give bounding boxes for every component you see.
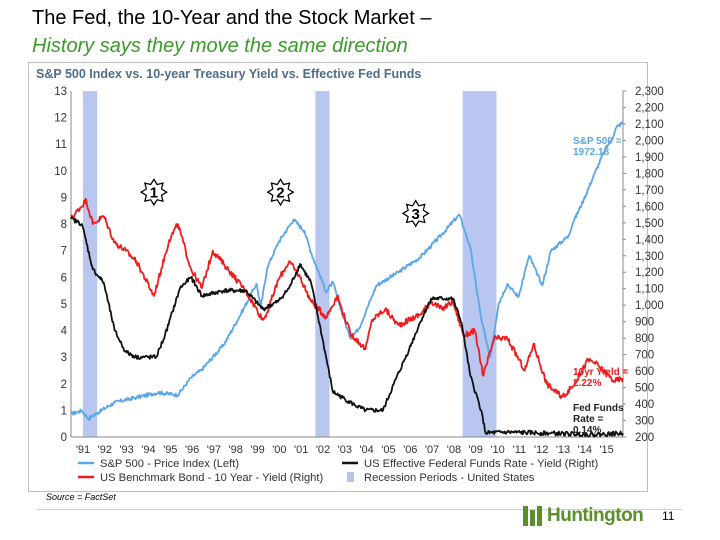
left-axis-tick: 4 <box>61 326 68 338</box>
x-axis-tick: '00 <box>272 444 286 456</box>
left-axis-tick: 9 <box>61 192 67 204</box>
logo-text: Huntington <box>547 505 644 526</box>
recession-band <box>462 91 497 437</box>
right-axis-tick: 1,500 <box>635 218 664 230</box>
x-axis-tick: '04 <box>359 444 373 456</box>
x-axis-tick: '01 <box>294 444 308 456</box>
right-axis-tick: 500 <box>635 383 654 395</box>
left-axis-tick: 6 <box>61 272 67 284</box>
x-axis-tick: '94 <box>141 444 155 456</box>
event-marker-3-label: 3 <box>412 206 420 223</box>
legend-label: S&P 500 - Price Index (Left) <box>100 458 239 470</box>
right-axis-tick: 700 <box>635 350 654 362</box>
right-axis-tick: 1,800 <box>635 168 664 180</box>
x-axis-tick: '97 <box>207 444 221 456</box>
right-axis-tick: 2,300 <box>635 86 664 98</box>
slide-title-line1: The Fed, the 10-Year and the Stock Marke… <box>32 7 432 29</box>
legend-label: Recession Periods - United States <box>364 472 535 484</box>
source-note: Source = FactSet <box>46 492 116 502</box>
right-axis-tick: 2,000 <box>635 135 664 147</box>
event-marker-3-inner <box>404 201 428 225</box>
x-axis-tick: '14 <box>578 444 592 456</box>
x-axis-tick: '05 <box>381 444 395 456</box>
left-axis-tick: 0 <box>61 432 67 444</box>
right-axis-tick: 1,100 <box>635 284 664 296</box>
x-axis-tick: '96 <box>185 444 199 456</box>
right-axis-tick: 900 <box>635 317 654 329</box>
x-axis-tick: '08 <box>447 444 461 456</box>
right-axis-tick: 800 <box>635 333 654 345</box>
right-axis-tick: 600 <box>635 366 654 378</box>
event-marker-2-label: 2 <box>276 185 284 202</box>
annotation-ff-line: Fed Funds <box>573 403 624 414</box>
right-axis-tick: 2,100 <box>635 119 664 131</box>
right-axis-tick: 200 <box>635 432 654 444</box>
right-axis-tick: 1,900 <box>635 152 664 164</box>
left-axis-tick: 10 <box>54 166 67 178</box>
x-axis-tick: '15 <box>599 444 613 456</box>
right-axis-tick: 400 <box>635 399 654 411</box>
page-number: 11 <box>662 509 675 523</box>
left-axis-tick: 5 <box>61 299 67 311</box>
annotation-sp-line: S&P 500 = <box>573 136 622 147</box>
x-axis-tick: '10 <box>490 444 504 456</box>
recession-band <box>83 91 98 437</box>
annotation-ty-line: 10yr Yield = <box>573 367 628 378</box>
left-axis-tick: 2 <box>61 379 67 391</box>
right-axis-tick: 1,600 <box>635 201 664 213</box>
x-axis-tick: '02 <box>316 444 330 456</box>
left-axis-tick: 12 <box>54 113 67 125</box>
x-axis-tick: '92 <box>98 444 112 456</box>
logo-mark-icon <box>523 506 543 526</box>
x-axis-tick: '95 <box>163 444 177 456</box>
right-axis-tick: 1,200 <box>635 267 664 279</box>
x-axis-tick: '93 <box>119 444 133 456</box>
left-axis-tick: 11 <box>55 139 67 151</box>
chart-title: S&P 500 Index vs. 10-year Treasury Yield… <box>36 67 422 81</box>
x-axis-tick: '12 <box>534 444 548 456</box>
x-axis-tick: '06 <box>403 444 417 456</box>
fed-funds-series-line <box>70 216 624 438</box>
left-axis-tick: 1 <box>61 405 67 417</box>
x-axis-tick: '91 <box>76 444 90 456</box>
footer-divider <box>36 509 682 510</box>
x-axis-tick: '11 <box>513 444 527 456</box>
legend-label: US Benchmark Bond - 10 Year - Yield (Rig… <box>100 472 324 484</box>
huntington-logo: Huntington <box>523 503 644 529</box>
right-axis-tick: 2,200 <box>635 102 664 114</box>
x-axis-tick: '09 <box>469 444 483 456</box>
legend-label: US Effective Federal Funds Rate - Yield … <box>364 458 598 470</box>
event-marker-1-label: 1 <box>150 185 158 202</box>
right-axis-tick: 1,700 <box>635 185 664 197</box>
x-axis-tick: '03 <box>338 444 352 456</box>
left-axis-tick: 13 <box>54 86 67 98</box>
x-axis-tick: '13 <box>556 444 570 456</box>
x-axis-tick: '98 <box>229 444 243 456</box>
event-marker-1-inner <box>142 180 166 204</box>
event-marker-2-inner <box>269 180 292 204</box>
right-axis-tick: 1,300 <box>635 251 664 263</box>
legend-swatch <box>347 472 354 482</box>
right-axis-tick: 300 <box>635 416 654 428</box>
annotation-ty-line: 2.22% <box>573 378 601 389</box>
right-axis-tick: 1,400 <box>635 234 664 246</box>
left-axis-tick: 8 <box>61 219 67 231</box>
recession-band <box>315 91 330 437</box>
x-axis-tick: '99 <box>250 444 264 456</box>
annotation-ff-line: 0.14% <box>573 425 601 436</box>
annotation-sp-line: 1972.18 <box>573 147 610 158</box>
bond-yield-series-line <box>70 197 624 399</box>
left-axis-tick: 7 <box>61 246 67 258</box>
annotation-ff-line: Rate = <box>573 414 603 425</box>
x-axis-tick: '07 <box>425 444 439 456</box>
sp500-series-line <box>70 121 624 421</box>
left-axis-tick: 3 <box>61 352 67 364</box>
slide-title-line2: History says they move the same directio… <box>32 35 408 57</box>
right-axis-tick: 1,000 <box>635 300 664 312</box>
